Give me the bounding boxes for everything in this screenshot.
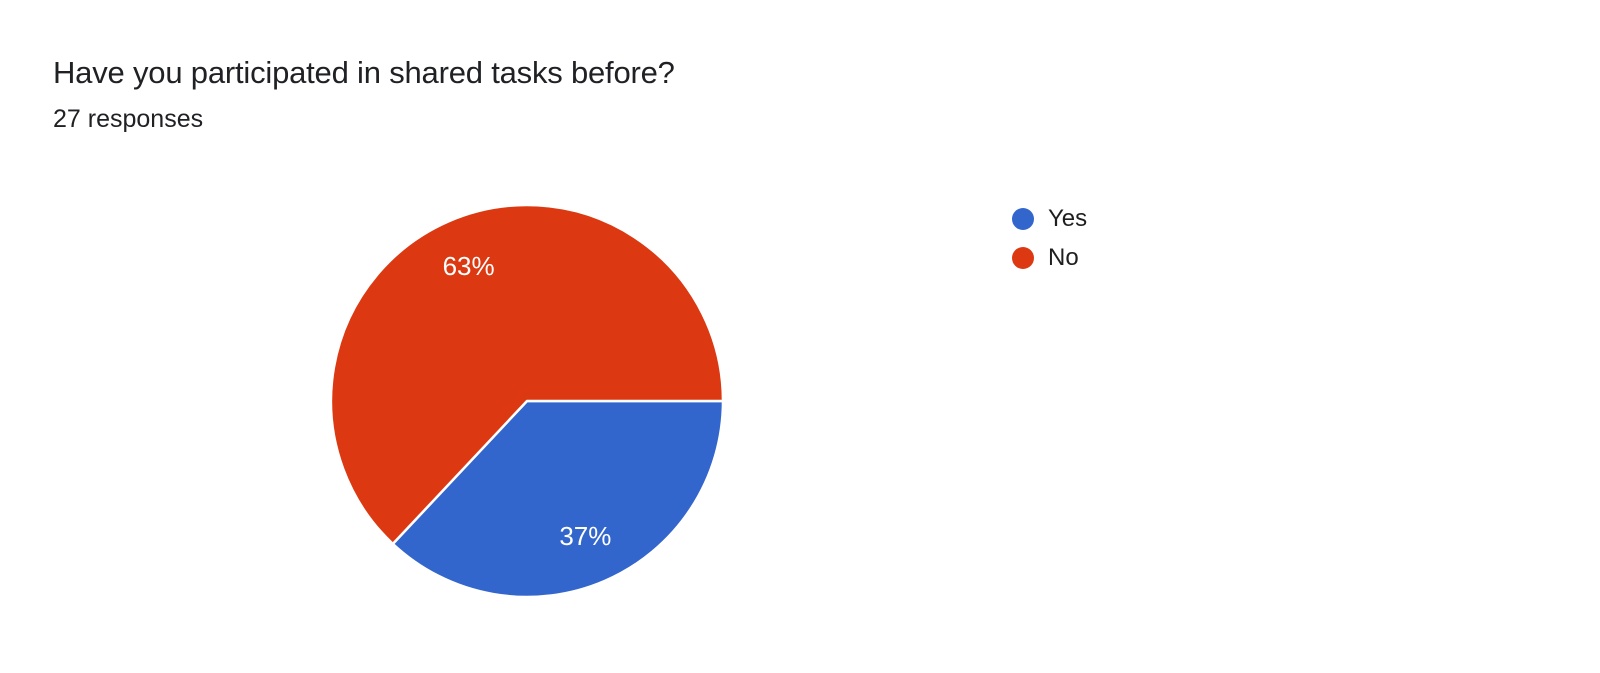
legend-label-no: No — [1048, 244, 1079, 271]
pie-slice-yes[interactable] — [391, 399, 725, 599]
legend: Yes No — [1012, 205, 1088, 286]
legend-item-no: No — [1012, 244, 1087, 271]
legend-swatch-yes-icon — [1012, 208, 1034, 230]
legend-item-yes: Yes — [1012, 205, 1088, 232]
slice-percent-label-yes: 37% — [559, 521, 611, 551]
legend-label-yes: Yes — [1048, 205, 1088, 232]
slice-percent-label-no: 63% — [443, 251, 495, 281]
pie-slice-no[interactable] — [329, 203, 725, 546]
legend-swatch-no-icon — [1012, 247, 1034, 269]
question-title: Have you participated in shared tasks be… — [53, 55, 675, 90]
response-count: 27 responses — [53, 105, 204, 133]
